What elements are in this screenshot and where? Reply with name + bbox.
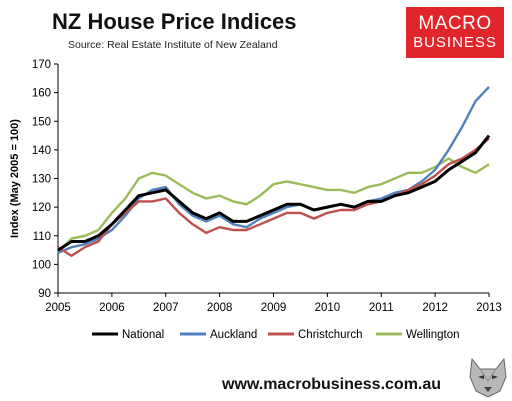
x-tick-label: 2011 [369, 302, 394, 314]
y-tick-label: 150 [32, 116, 51, 128]
x-tick-label: 2009 [261, 302, 287, 314]
x-tick-label: 2013 [476, 302, 502, 314]
y-tick-label: 140 [32, 145, 51, 157]
legend-label-christchurch: Christchurch [298, 329, 363, 341]
logo-line-2: BUSINESS [413, 34, 497, 51]
series-line-christchurch [57, 137, 490, 257]
chart-title: NZ House Price Indices [52, 9, 297, 34]
series-line-national [57, 134, 491, 252]
legend-label-national: National [122, 329, 164, 341]
y-tick-label: 100 [32, 259, 51, 271]
series-line-auckland [57, 86, 490, 255]
x-tick-label: 2008 [207, 302, 233, 314]
chart-subtitle: Source: Real Estate Institute of New Zea… [68, 39, 278, 51]
logo-line-1: MACRO [418, 13, 492, 34]
x-tick-label: 2012 [422, 302, 448, 314]
legend-label-wellington: Wellington [406, 329, 460, 341]
y-tick-label: 90 [38, 288, 51, 300]
y-tick-label: 160 [32, 88, 51, 100]
x-tick-label: 2010 [315, 302, 341, 314]
x-tick-label: 2007 [153, 302, 179, 314]
y-tick-label: 130 [32, 174, 51, 186]
x-tick-label: 2005 [45, 302, 71, 314]
y-tick-label: 110 [33, 231, 51, 243]
y-tick-label: 170 [32, 59, 51, 71]
y-axis-label: Index (May 2005 = 100) [9, 119, 21, 238]
wolf-mascot-icon [469, 357, 507, 398]
legend-label-auckland: Auckland [210, 329, 257, 341]
website-url: www.macrobusiness.com.au [222, 376, 442, 393]
series-line-wellington [57, 157, 490, 254]
x-tick-label: 2006 [99, 302, 125, 314]
brand-logo: MACRO BUSINESS [406, 7, 504, 58]
y-tick-label: 120 [32, 202, 51, 214]
